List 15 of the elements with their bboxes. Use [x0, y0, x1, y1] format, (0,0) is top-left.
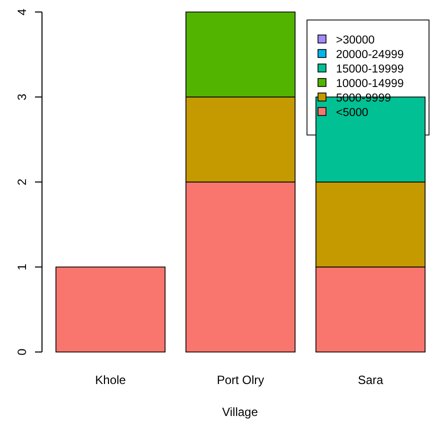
legend-label: 15000-19999	[336, 64, 404, 76]
x-tick-label: Khole	[95, 373, 126, 387]
x-tick-label: Sara	[358, 373, 384, 387]
legend-label: >30000	[336, 34, 375, 46]
x-axis-title: Village	[222, 405, 258, 419]
bar	[56, 266, 166, 352]
y-tick-label: 1	[15, 263, 29, 270]
y-tick-label: 0	[15, 348, 29, 356]
y-tick-label: 2	[15, 178, 29, 186]
legend-label: 10000-14999	[336, 78, 404, 90]
y-tick-label: 4	[15, 8, 29, 16]
x-tick-label: Port Olry	[216, 373, 264, 387]
legend-label: 20000-24999	[336, 49, 404, 61]
y-tick-label: 3	[15, 93, 29, 100]
legend-label: <5000	[336, 107, 368, 119]
